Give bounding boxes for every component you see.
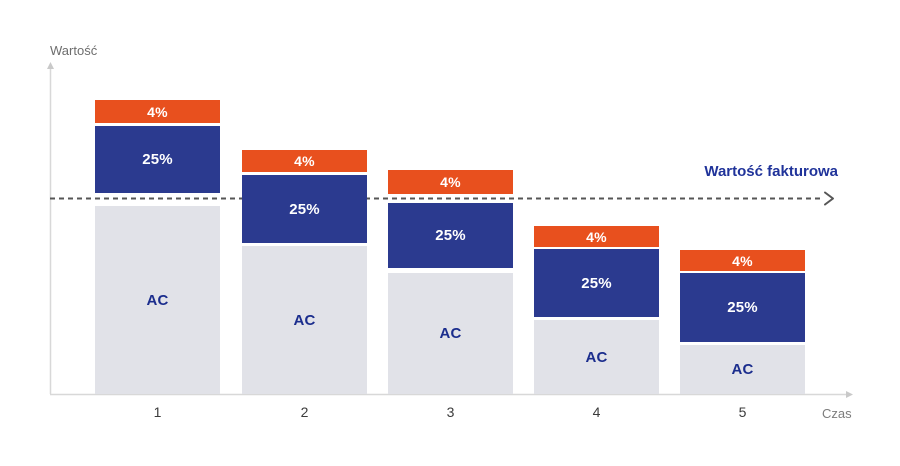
bar-2-segment-ac: AC — [242, 246, 367, 394]
bar-group-4: AC 25% 4% — [534, 0, 659, 466]
bar-4-segment-pct4: 4% — [534, 226, 659, 247]
segment-label-pct25: 25% — [289, 200, 320, 218]
x-category-label-1: 1 — [153, 404, 162, 420]
bar-3-segment-ac: AC — [388, 273, 513, 394]
bar-1-segment-pct25: 25% — [95, 126, 220, 193]
bar-group-1: AC 25% 4% — [95, 0, 220, 466]
x-category-label-2: 2 — [300, 404, 309, 420]
bar-5-segment-pct25: 25% — [680, 273, 805, 342]
segment-label-ac: AC — [585, 348, 608, 366]
segment-label-ac: AC — [439, 325, 462, 342]
segment-label-pct4: 4% — [440, 174, 461, 190]
bar-1-segment-pct4: 4% — [95, 100, 220, 123]
segment-label-ac: AC — [731, 361, 754, 378]
bar-2-segment-pct25: 25% — [242, 175, 367, 243]
bar-group-5: AC 25% 4% — [680, 0, 805, 466]
y-axis-arrow-icon — [47, 62, 54, 69]
segment-label-pct25: 25% — [727, 299, 758, 316]
segment-label-pct25: 25% — [142, 151, 173, 168]
bar-4-segment-pct25: 25% — [534, 249, 659, 317]
segment-label-ac: AC — [146, 291, 169, 309]
segment-label-pct25: 25% — [435, 227, 466, 244]
bar-5-segment-ac: AC — [680, 345, 805, 394]
segment-label-pct4: 4% — [732, 252, 753, 269]
x-axis-title: Czas — [822, 406, 852, 421]
bar-5-segment-pct4: 4% — [680, 250, 805, 271]
segment-label-pct4: 4% — [147, 103, 168, 120]
segment-label-pct4: 4% — [586, 228, 607, 245]
bar-1-segment-ac: AC — [95, 206, 220, 394]
bar-group-3: AC 25% 4% — [388, 0, 513, 466]
x-category-label-4: 4 — [592, 404, 601, 420]
x-axis-arrow-icon — [846, 391, 853, 398]
x-category-label-3: 3 — [446, 404, 455, 420]
bar-3-segment-pct4: 4% — [388, 170, 513, 194]
bar-3-segment-pct25: 25% — [388, 203, 513, 268]
y-axis-title: Wartość — [50, 43, 98, 58]
x-category-label-5: 5 — [738, 404, 747, 420]
segment-label-pct4: 4% — [294, 153, 315, 169]
segment-label-ac: AC — [293, 311, 316, 329]
invoice-line-label: Wartość fakturowa — [704, 163, 838, 180]
bar-group-2: AC 25% 4% — [242, 0, 367, 466]
invoice-arrow-icon — [824, 191, 834, 206]
bar-2-segment-pct4: 4% — [242, 150, 367, 172]
segment-label-pct25: 25% — [581, 274, 612, 292]
bar-4-segment-ac: AC — [534, 320, 659, 394]
